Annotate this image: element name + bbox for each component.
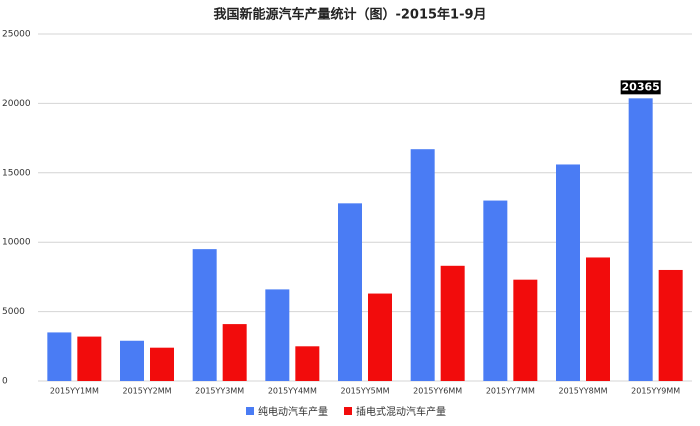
x-tick-label: 2015YY6MM — [413, 387, 462, 396]
legend-swatch — [344, 407, 352, 415]
data-label: 20365 — [622, 80, 660, 93]
data-label-bg — [620, 80, 661, 95]
bar — [483, 200, 508, 381]
bar — [586, 257, 610, 381]
bar — [440, 265, 465, 381]
bar — [658, 269, 683, 381]
y-tick-label: 20000 — [2, 99, 31, 109]
x-tick-label: 2015YY4MM — [268, 387, 317, 396]
bar — [513, 279, 538, 381]
y-tick-label: 5000 — [2, 307, 25, 317]
legend-label: 插电式混动汽车产量 — [356, 405, 446, 418]
bar — [338, 203, 362, 381]
bar — [120, 340, 144, 381]
x-tick-label: 2015YY8MM — [558, 387, 607, 396]
x-tick-label: 2015YY9MM — [631, 387, 680, 396]
bar — [47, 332, 72, 381]
bar — [192, 249, 217, 381]
bar — [77, 336, 102, 381]
bar — [150, 347, 174, 381]
legend-swatch — [246, 407, 254, 415]
y-tick-label: 10000 — [2, 238, 31, 248]
bar — [368, 293, 392, 381]
bar — [628, 98, 653, 381]
y-tick-label: 15000 — [2, 168, 31, 178]
y-tick-label: 0 — [2, 377, 8, 387]
bar — [556, 164, 580, 381]
legend-label: 纯电动汽车产量 — [258, 405, 328, 418]
chart-title: 我国新能源汽车产量统计（图）-2015年1-9月 — [213, 7, 486, 23]
bar — [222, 324, 247, 381]
y-tick-label: 25000 — [2, 30, 31, 40]
x-tick-label: 2015YY3MM — [195, 387, 244, 396]
bar — [410, 149, 435, 381]
x-tick-label: 2015YY5MM — [340, 387, 389, 396]
bar — [265, 289, 290, 381]
x-tick-label: 2015YY7MM — [486, 387, 535, 396]
bar — [295, 346, 320, 381]
x-tick-label: 2015YY2MM — [122, 387, 171, 396]
x-tick-label: 2015YY1MM — [50, 387, 99, 396]
